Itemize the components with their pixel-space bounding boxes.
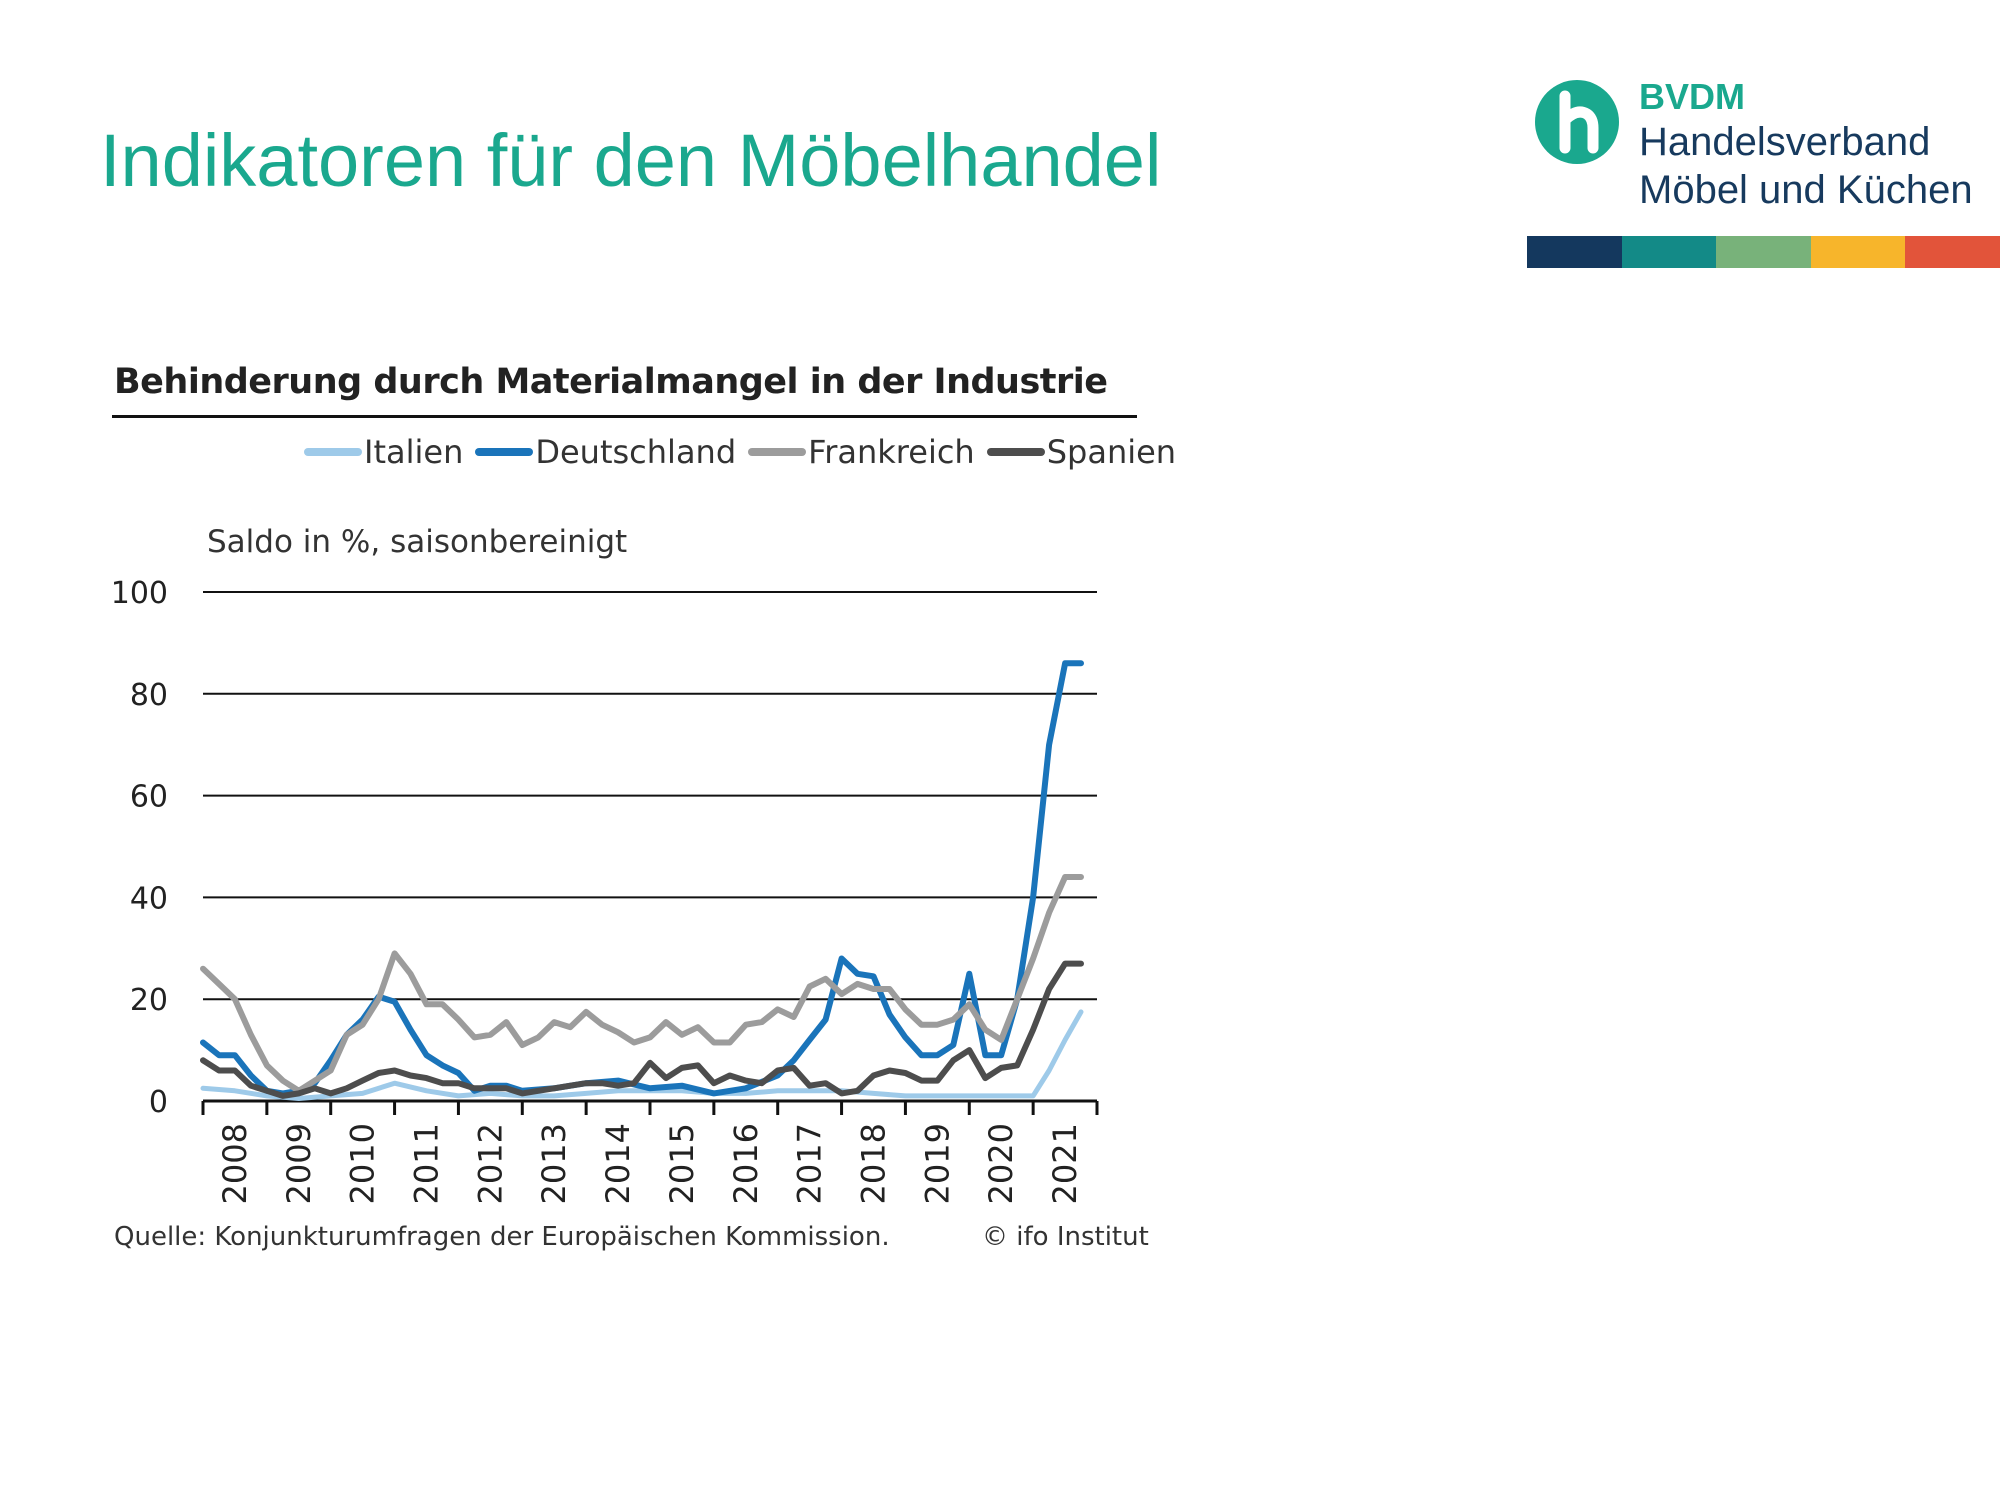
series-line-frankreich: [203, 877, 1081, 1091]
x-tick-label: 2011: [408, 1123, 446, 1204]
y-axis-label: Saldo in %, saisonbereinigt: [207, 524, 627, 560]
x-tick-label: 2012: [471, 1123, 509, 1204]
x-tick-label: 2017: [791, 1123, 829, 1204]
chart-source: Quelle: Konjunkturumfragen der Europäisc…: [114, 1222, 890, 1252]
x-tick-label: 2009: [280, 1123, 318, 1204]
line-chart: Saldo in %, saisonbereinigt 0 20 40 60 80 100 2…: [0, 0, 2000, 1500]
x-tick-label: 2020: [982, 1123, 1020, 1204]
y-tick-label: 20: [130, 983, 168, 1018]
x-tick-label: 2013: [535, 1123, 573, 1204]
x-tick-label: 2021: [1046, 1123, 1084, 1204]
y-tick-label: 100: [111, 576, 168, 611]
x-tick-label: 2019: [918, 1123, 956, 1204]
y-tick-label: 0: [149, 1085, 168, 1120]
y-tick-label: 40: [130, 881, 168, 916]
x-tick-label: 2010: [344, 1123, 382, 1204]
x-tick-label: 2014: [599, 1123, 637, 1204]
x-tick-label: 2016: [727, 1123, 765, 1204]
x-tick-label: 2015: [663, 1123, 701, 1204]
x-tick-label: 2018: [855, 1123, 893, 1204]
y-tick-label: 60: [130, 780, 168, 815]
series-line-deutschland: [203, 663, 1081, 1093]
series-line-spanien: [203, 964, 1081, 1096]
y-tick-label: 80: [130, 678, 168, 713]
chart-copyright: © ifo Institut: [982, 1222, 1149, 1252]
x-tick-label: 2008: [216, 1123, 254, 1204]
